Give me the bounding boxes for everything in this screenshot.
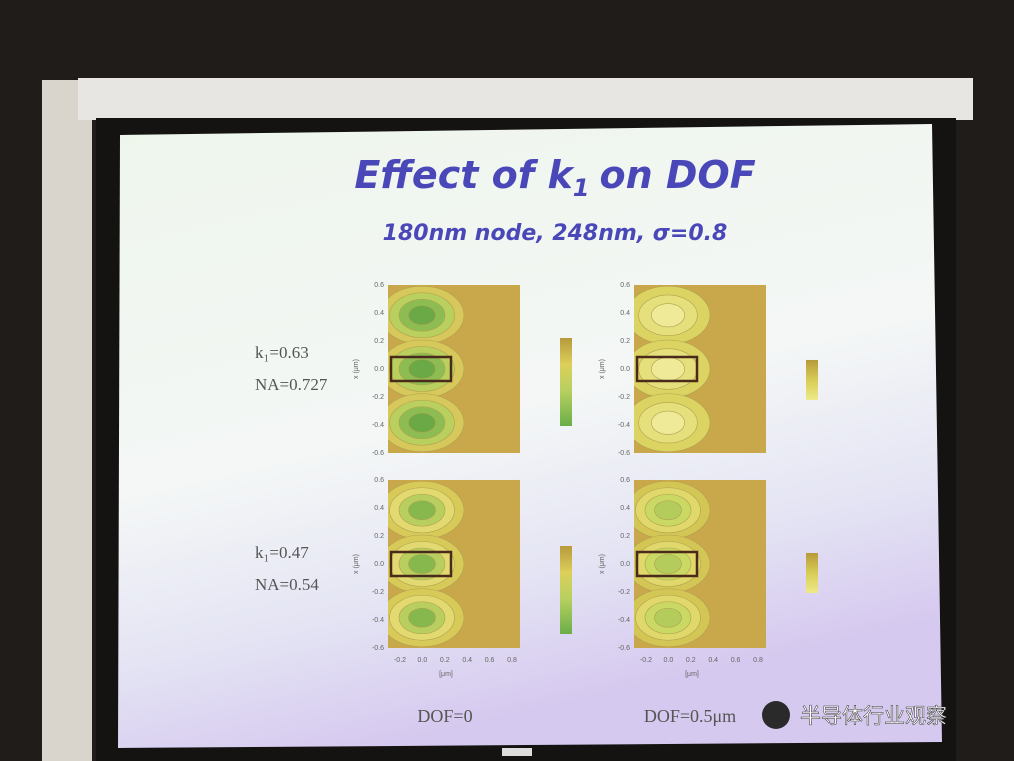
- x-tick-label: -0.2: [640, 657, 652, 664]
- y-tick-label: 0.4: [620, 310, 630, 317]
- title-rest: on DOF: [599, 153, 755, 197]
- contour-plot: 0.6 0.4 0.2 0.0 -0.2 -0.4 -0.6 x (μm): [353, 282, 572, 457]
- contour-plot: 0.6 0.4 0.2 0.0 -0.2 -0.4 -0.6 x (μm): [599, 282, 818, 457]
- x-tick-label: 0.2: [440, 657, 450, 664]
- x-tick-label: -0.2: [394, 657, 406, 664]
- x-tick-label: 0.8: [753, 657, 763, 664]
- wechat-icon: [762, 701, 790, 729]
- x-tick-label: 0.2: [686, 657, 696, 664]
- y-tick-label: 0.0: [620, 366, 630, 373]
- column-label: DOF=0.5μm: [644, 706, 736, 726]
- contour: [408, 554, 436, 574]
- x-tick-label: 0.6: [731, 657, 741, 664]
- contour: [408, 305, 436, 326]
- x-tick-label: 0.6: [485, 657, 495, 664]
- column-label: DOF=0: [417, 706, 472, 726]
- colorbar: [560, 546, 572, 634]
- x-tick-label: 0.8: [507, 657, 517, 664]
- contour: [651, 303, 685, 328]
- y-tick-label: -0.2: [618, 394, 630, 401]
- y-tick-label: -0.6: [372, 645, 384, 652]
- y-tick-label: 0.4: [374, 505, 384, 512]
- y-axis-label: x (μm): [353, 554, 360, 574]
- contour: [408, 607, 436, 628]
- watermark: 半导体行业观察: [800, 704, 947, 728]
- y-tick-label: 0.6: [620, 282, 630, 289]
- title-sub: 1: [573, 174, 590, 202]
- wall-edge: [42, 80, 92, 761]
- contour: [408, 500, 436, 521]
- y-tick-label: 0.2: [620, 533, 630, 540]
- y-tick-label: -0.6: [372, 450, 384, 457]
- y-tick-label: 0.2: [374, 533, 384, 540]
- x-tick-label: 0.0: [418, 657, 428, 664]
- y-tick-label: -0.2: [618, 589, 630, 596]
- contour: [651, 357, 685, 381]
- row-label: k₁=0.63: [255, 343, 309, 362]
- y-tick-label: -0.4: [372, 422, 384, 429]
- y-axis-label: x (μm): [599, 359, 606, 379]
- contour: [408, 359, 436, 379]
- y-tick-label: -0.6: [618, 450, 630, 457]
- y-axis-label: x (μm): [353, 359, 360, 379]
- y-tick-label: 0.0: [620, 561, 630, 568]
- target-box: [389, 550, 453, 578]
- contour: [654, 554, 682, 574]
- target-box: [635, 550, 699, 578]
- subtitle: 180nm node, 248nm, σ=0.8: [383, 221, 728, 246]
- contours: [634, 285, 711, 453]
- x-axis-label: [μm]: [685, 671, 699, 678]
- y-tick-label: -0.4: [618, 617, 630, 624]
- y-tick-label: -0.4: [372, 617, 384, 624]
- contour: [651, 410, 685, 435]
- title-main: Effect of k: [354, 153, 575, 197]
- screen-top: [78, 78, 973, 120]
- row-label: k₁=0.47: [255, 543, 309, 562]
- y-axis-label: x (μm): [599, 554, 606, 574]
- contour-plot: 0.6 0.4 0.2 0.0 -0.2 -0.4 -0.6 x (μm) -0.2 0.0 0.2…: [353, 477, 572, 678]
- contour: [408, 412, 436, 433]
- projector-logo: [502, 748, 532, 756]
- y-tick-label: 0.2: [620, 338, 630, 345]
- y-tick-label: 0.6: [374, 477, 384, 484]
- y-tick-label: 0.0: [374, 366, 384, 373]
- title: Effect of k1 on DOF: [354, 153, 755, 202]
- target-box: [635, 355, 699, 383]
- y-tick-label: 0.6: [620, 477, 630, 484]
- colorbar: [806, 360, 818, 400]
- contour: [654, 607, 682, 628]
- x-axis-label: [μm]: [439, 671, 453, 678]
- colorbar: [806, 553, 818, 593]
- y-tick-label: 0.2: [374, 338, 384, 345]
- row-label: NA=0.727: [255, 375, 328, 394]
- contour-plot: 0.6 0.4 0.2 0.0 -0.2 -0.4 -0.6 x (μm) -0.2 0.0 0.2…: [599, 477, 818, 678]
- x-tick-label: 0.4: [708, 657, 718, 664]
- y-tick-label: 0.4: [620, 505, 630, 512]
- y-tick-label: 0.0: [374, 561, 384, 568]
- y-tick-label: -0.2: [372, 589, 384, 596]
- slide: [118, 124, 942, 748]
- target-box: [389, 355, 453, 383]
- colorbar: [560, 338, 572, 426]
- y-tick-label: 0.6: [374, 282, 384, 289]
- contour: [654, 500, 682, 521]
- y-tick-label: 0.4: [374, 310, 384, 317]
- y-tick-label: -0.6: [618, 645, 630, 652]
- y-tick-label: -0.2: [372, 394, 384, 401]
- row-label: NA=0.54: [255, 575, 319, 594]
- x-tick-label: 0.0: [664, 657, 674, 664]
- x-tick-label: 0.4: [462, 657, 472, 664]
- y-tick-label: -0.4: [618, 422, 630, 429]
